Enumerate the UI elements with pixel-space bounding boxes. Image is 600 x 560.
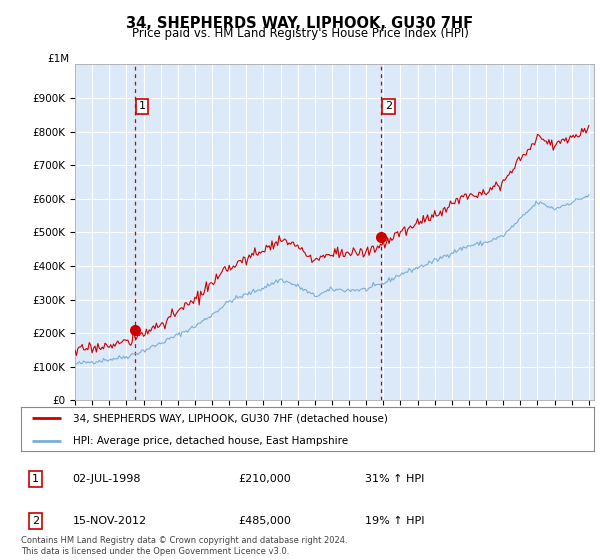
Text: £210,000: £210,000 xyxy=(239,474,292,484)
Text: Price paid vs. HM Land Registry's House Price Index (HPI): Price paid vs. HM Land Registry's House … xyxy=(131,27,469,40)
Text: 02-JUL-1998: 02-JUL-1998 xyxy=(73,474,141,484)
Text: 31% ↑ HPI: 31% ↑ HPI xyxy=(365,474,424,484)
Text: 1: 1 xyxy=(139,101,145,111)
Text: Contains HM Land Registry data © Crown copyright and database right 2024.
This d: Contains HM Land Registry data © Crown c… xyxy=(21,536,347,556)
Text: 19% ↑ HPI: 19% ↑ HPI xyxy=(365,516,424,526)
Text: 1: 1 xyxy=(32,474,39,484)
Text: 15-NOV-2012: 15-NOV-2012 xyxy=(73,516,146,526)
Text: 34, SHEPHERDS WAY, LIPHOOK, GU30 7HF: 34, SHEPHERDS WAY, LIPHOOK, GU30 7HF xyxy=(127,16,473,31)
Text: 2: 2 xyxy=(32,516,39,526)
Text: HPI: Average price, detached house, East Hampshire: HPI: Average price, detached house, East… xyxy=(73,436,347,446)
Text: 2: 2 xyxy=(385,101,392,111)
Text: £485,000: £485,000 xyxy=(239,516,292,526)
Text: £1M: £1M xyxy=(47,54,70,64)
Text: 34, SHEPHERDS WAY, LIPHOOK, GU30 7HF (detached house): 34, SHEPHERDS WAY, LIPHOOK, GU30 7HF (de… xyxy=(73,413,388,423)
